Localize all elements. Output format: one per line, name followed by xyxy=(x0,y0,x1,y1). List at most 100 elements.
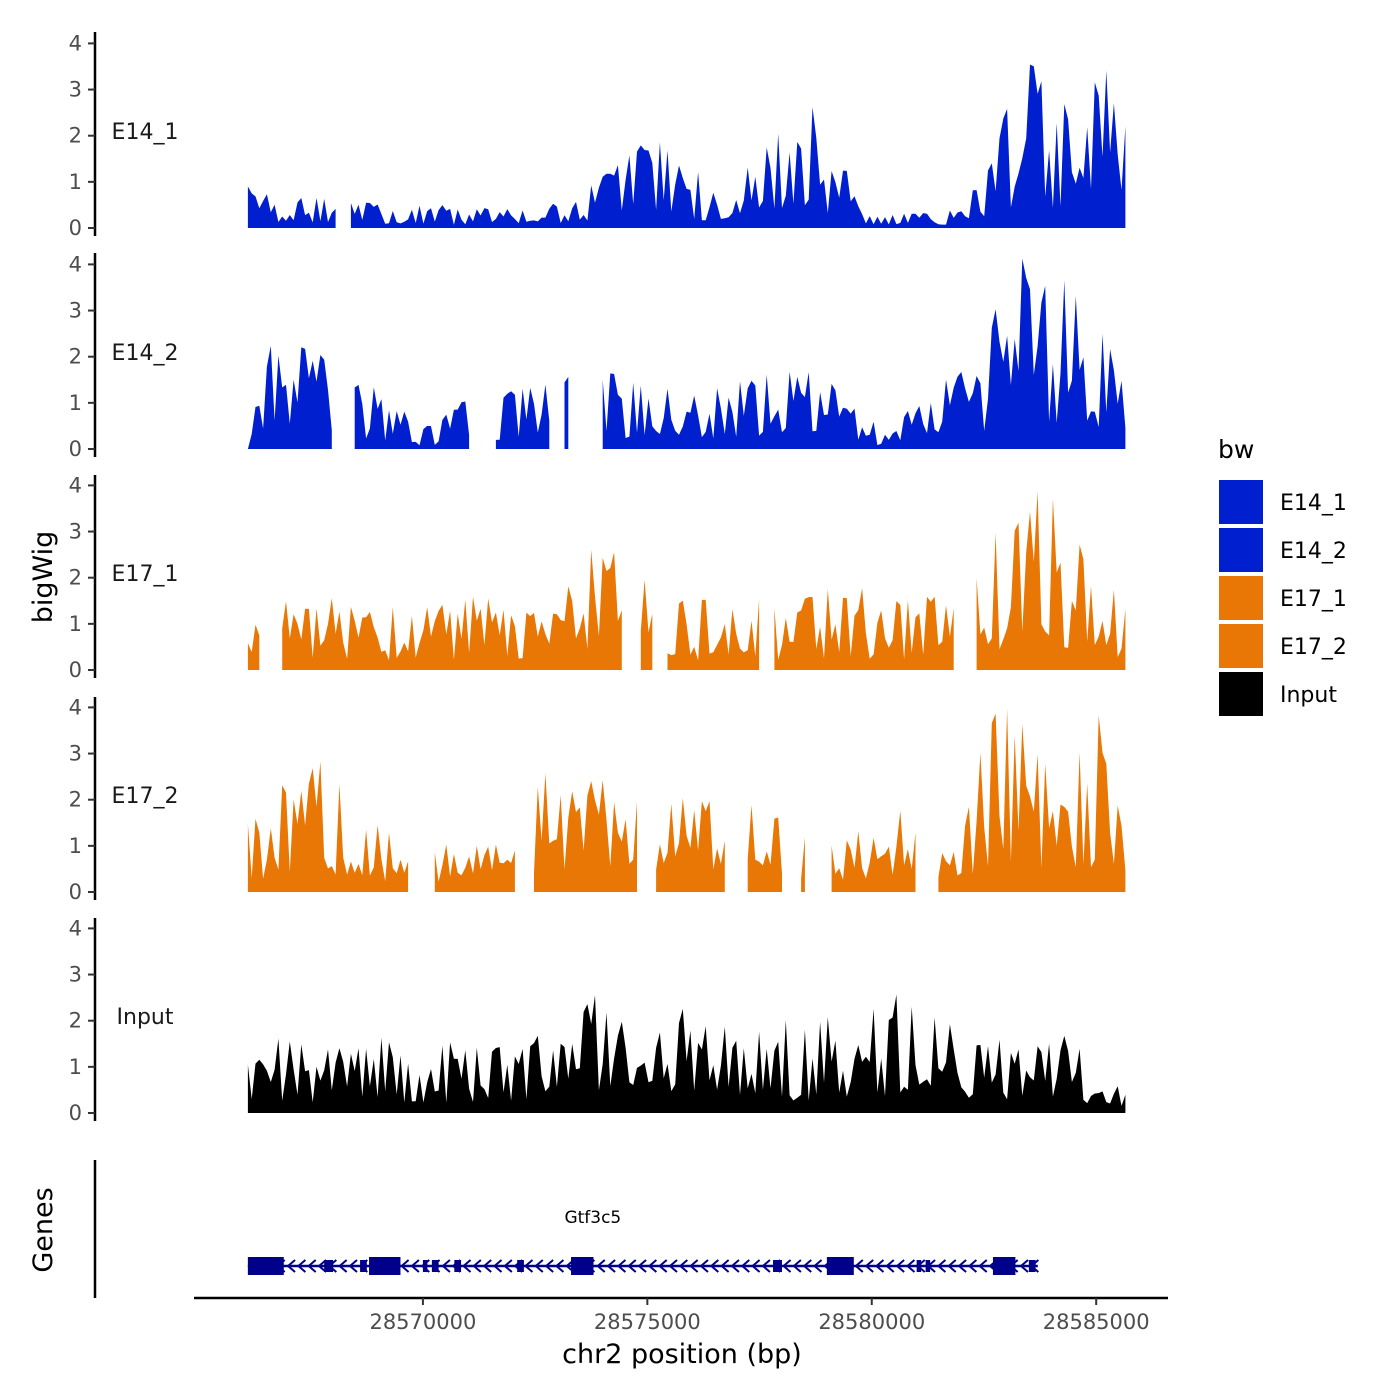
exon xyxy=(992,1257,1016,1275)
coverage-area-E17_1 xyxy=(640,579,653,670)
strand-arrow xyxy=(523,1259,534,1273)
strand-arrow xyxy=(596,1259,606,1273)
coverage-area-E17_1 xyxy=(976,491,1126,670)
exon xyxy=(1028,1260,1036,1272)
strand-arrow xyxy=(286,1259,296,1273)
exon xyxy=(247,1257,284,1275)
y-axis-title: bigWig xyxy=(28,531,59,624)
strand-arrow xyxy=(740,1259,750,1273)
coverage-area-E17_2 xyxy=(831,810,916,892)
y-tick-label: 3 xyxy=(69,520,82,544)
strand-arrow xyxy=(400,1259,410,1273)
y-tick-label: 2 xyxy=(69,566,82,590)
legend-entry-Input: Input xyxy=(1219,672,1337,716)
legend-entry-E17_1: E17_1 xyxy=(1219,576,1347,620)
genes-panel-title: Genes xyxy=(28,1187,59,1272)
strand-arrow xyxy=(482,1259,492,1273)
gene-Gtf3c5: Gtf3c5 xyxy=(247,1208,1040,1275)
legend-swatch xyxy=(1219,480,1263,524)
track-label: E14_2 xyxy=(112,341,179,366)
strand-arrow xyxy=(936,1259,947,1273)
coverage-area-E17_2 xyxy=(534,773,637,892)
y-tick-label: 0 xyxy=(69,216,82,240)
y-tick-label: 0 xyxy=(69,437,82,461)
y-tick-label: 0 xyxy=(69,1101,82,1125)
strand-arrow xyxy=(978,1259,988,1273)
strand-arrow xyxy=(905,1259,916,1273)
strand-arrow xyxy=(317,1259,327,1273)
coverage-area-Input xyxy=(247,994,1126,1113)
strand-arrow xyxy=(864,1259,874,1273)
y-tick-label: 3 xyxy=(69,742,82,766)
y-tick-label: 2 xyxy=(69,124,82,148)
exon xyxy=(517,1260,524,1272)
exon xyxy=(773,1260,782,1272)
gene-label: Gtf3c5 xyxy=(564,1208,621,1228)
strand-arrow xyxy=(957,1259,967,1273)
legend-swatch xyxy=(1219,624,1263,668)
x-tick-label: 28580000 xyxy=(818,1310,925,1334)
exon xyxy=(454,1260,462,1272)
strand-arrow xyxy=(554,1259,565,1273)
strand-arrow xyxy=(472,1259,482,1273)
strand-arrow xyxy=(854,1259,864,1273)
exon xyxy=(369,1257,401,1275)
coverage-area-E14_1 xyxy=(247,186,336,228)
y-tick-label: 0 xyxy=(69,880,82,904)
y-tick-label: 2 xyxy=(69,1009,82,1033)
legend: bw E14_1 E14_2 E17_1 E17_2 Input xyxy=(1218,435,1347,716)
strand-arrow xyxy=(492,1259,503,1273)
y-tick-label: 3 xyxy=(69,299,82,323)
track-label: E14_1 xyxy=(112,120,179,145)
strand-arrow xyxy=(885,1259,895,1273)
y-tick-label: 4 xyxy=(69,473,82,497)
coverage-area-E17_1 xyxy=(282,549,622,670)
strand-arrow xyxy=(544,1259,554,1273)
strand-arrow xyxy=(782,1259,792,1273)
legend-label: E14_1 xyxy=(1280,491,1347,516)
track-E14_2: 0 1 2 3 4 E14_2 xyxy=(69,252,1126,461)
strand-arrow xyxy=(730,1259,740,1273)
track-E17_1: 0 1 2 3 4 E17_1 xyxy=(69,473,1126,682)
signal-tracks: 0 1 2 3 4 E14_1 0 1 2 3 4 E14_2 0 1 2 3 4 E17_1 0 1 2 3 4 E17_2… xyxy=(69,31,1126,1125)
exon xyxy=(916,1260,922,1272)
coverage-area-E17_2 xyxy=(747,805,782,892)
exon xyxy=(431,1260,439,1272)
strand-arrow xyxy=(792,1259,802,1273)
exon xyxy=(422,1260,428,1272)
strand-arrow xyxy=(627,1259,637,1273)
legend-label: Input xyxy=(1280,683,1337,708)
exon xyxy=(360,1260,367,1272)
track-Input: 0 1 2 3 4 Input xyxy=(69,916,1126,1125)
exon xyxy=(324,1260,334,1272)
x-tick-label: 28585000 xyxy=(1043,1310,1150,1334)
strand-arrow xyxy=(709,1259,719,1273)
genes-panel: Gtf3c5 xyxy=(93,1160,1040,1298)
strand-arrow xyxy=(813,1259,823,1273)
x-tick-label: 28570000 xyxy=(369,1310,476,1334)
y-tick-label: 4 xyxy=(69,252,82,276)
strand-arrow xyxy=(947,1259,957,1273)
y-tick-label: 2 xyxy=(69,788,82,812)
strand-arrow xyxy=(410,1259,420,1273)
x-tick-label: 28575000 xyxy=(594,1310,701,1334)
coverage-area-E14_2 xyxy=(564,376,569,449)
coverage-area-E14_2 xyxy=(247,345,332,449)
legend-label: E14_2 xyxy=(1280,539,1347,564)
coverage-area-E17_2 xyxy=(938,708,1126,892)
strand-arrow xyxy=(720,1259,730,1273)
legend-entry-E14_1: E14_1 xyxy=(1219,480,1347,524)
strand-arrow xyxy=(606,1259,616,1273)
y-tick-label: 1 xyxy=(69,1055,82,1079)
y-tick-label: 4 xyxy=(69,31,82,55)
strand-arrow xyxy=(802,1259,812,1273)
y-tick-label: 4 xyxy=(69,695,82,719)
strand-arrow xyxy=(296,1259,307,1273)
coverage-area-E17_2 xyxy=(434,844,515,892)
strand-arrow xyxy=(647,1259,658,1273)
strand-arrow xyxy=(534,1259,544,1273)
exon xyxy=(826,1257,854,1275)
legend-title: bw xyxy=(1218,435,1254,464)
strand-arrow xyxy=(338,1259,348,1273)
strand-arrow xyxy=(658,1259,668,1273)
